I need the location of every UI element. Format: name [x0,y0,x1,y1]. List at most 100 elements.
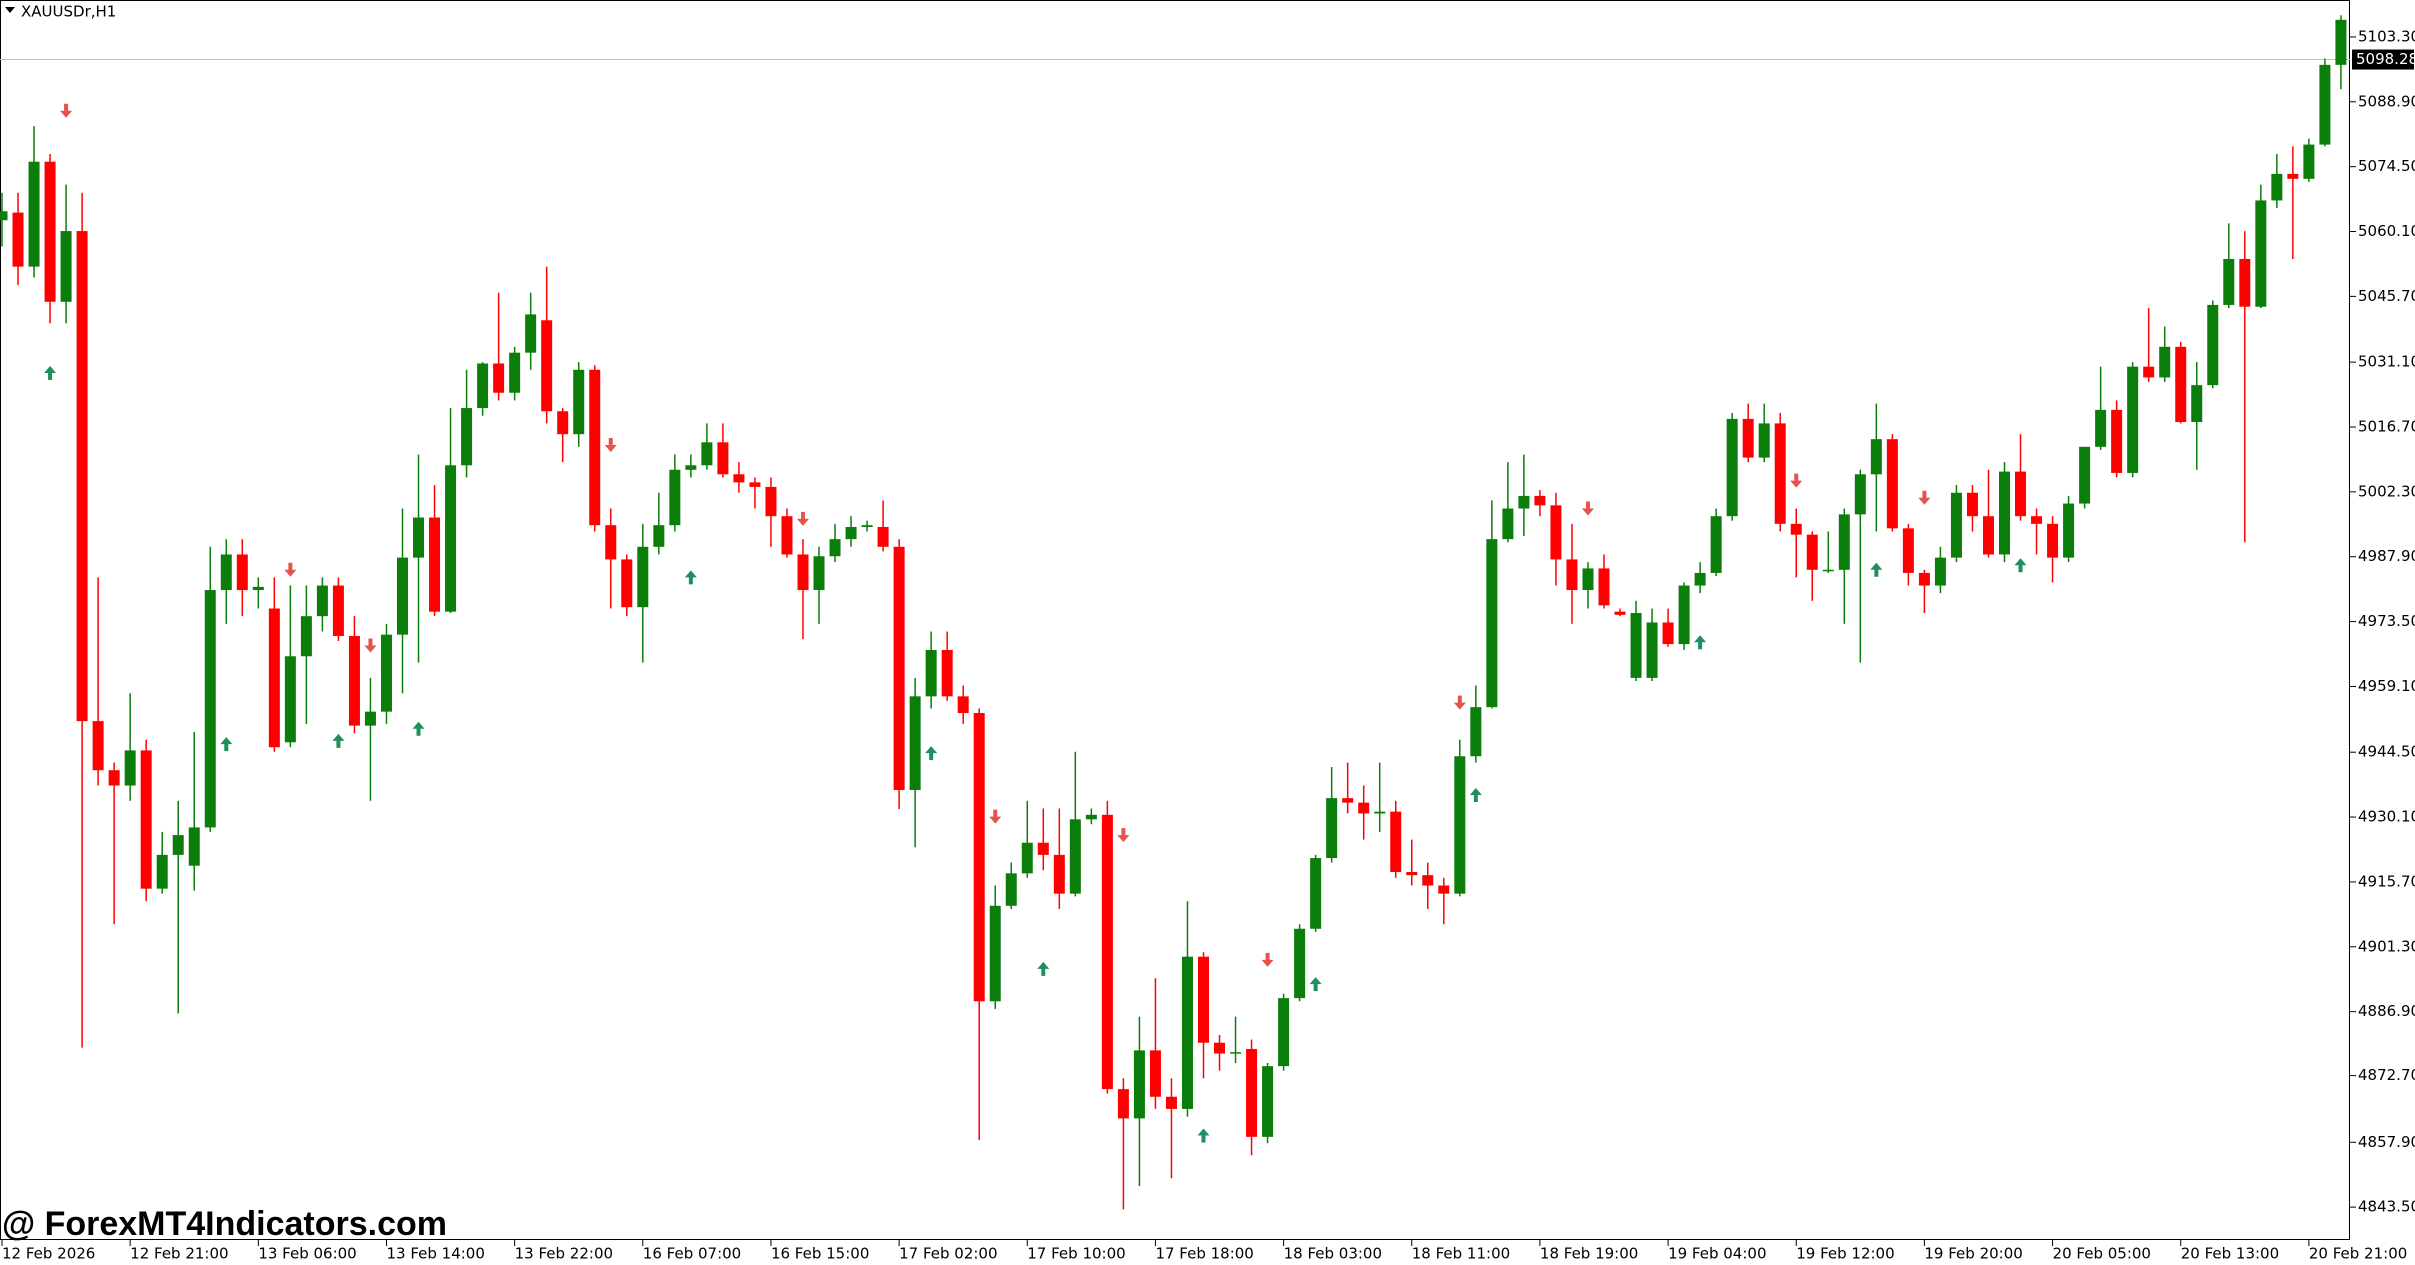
x-tick-label: 19 Feb 12:00 [1796,1245,1894,1263]
candle-body [573,369,585,435]
y-tick-label: 4930.10 [2358,808,2415,826]
y-tick-label: 4915.70 [2358,872,2415,890]
chart-title: XAUUSDr,H1 [21,3,116,21]
candle-body [557,411,569,435]
candle-body [1214,1042,1226,1054]
buy-arrow [925,746,938,761]
buy-arrow [1197,1128,1210,1143]
candle-body [220,554,232,591]
candle-body [0,211,8,221]
candle-body [973,713,985,1002]
x-tick-label: 20 Feb 13:00 [2181,1245,2279,1263]
buy-arrow [684,570,697,585]
candle-body [2047,523,2059,558]
candle-body [1454,756,1466,894]
candle-body [1230,1052,1242,1054]
candle-body [1582,568,1594,591]
y-tick-label: 5045.70 [2358,287,2415,305]
candle-body [717,442,729,475]
candle-body [1822,569,1834,572]
candle-body [1502,508,1514,540]
candle-body [348,635,360,726]
candle-body [1165,1096,1177,1109]
candle-body [1422,875,1434,886]
candle-body [797,554,809,591]
candle-body [2287,173,2299,179]
candle-body [2239,258,2251,307]
x-tick-label: 17 Feb 02:00 [899,1245,997,1263]
candle-body [2111,409,2123,473]
x-tick-label: 19 Feb 04:00 [1668,1245,1766,1263]
x-tick-label: 13 Feb 14:00 [386,1245,484,1263]
candle-body [268,608,280,748]
candle-body [701,442,713,466]
buy-arrow [1309,977,1322,992]
buy-arrow [44,365,57,380]
last-price-box [2352,49,2414,70]
candle-body [124,750,136,786]
candle-body [1438,885,1450,894]
candle-body [1470,707,1482,757]
x-tick-label: 18 Feb 19:00 [1540,1245,1638,1263]
candle-body [188,827,200,866]
candle-body [1406,872,1418,876]
candle-body [1630,613,1642,678]
candle-body [605,525,617,560]
candle-body [1550,505,1562,560]
sell-arrow [364,638,377,653]
candle-body [1021,842,1033,874]
candle-body [332,585,344,636]
x-tick-label: 13 Feb 06:00 [258,1245,356,1263]
candle-body [1742,418,1754,458]
candle-body [28,161,40,267]
candle-body [2079,446,2091,504]
sell-arrow [1453,695,1466,710]
candle-body [284,656,296,743]
candle-body [989,905,1001,1002]
y-tick-label: 4872.70 [2358,1066,2415,1084]
candle-body [1726,418,1738,517]
buy-arrow [2014,558,2027,573]
y-tick-label: 4987.90 [2358,547,2415,565]
candle-body [1774,423,1786,524]
candle-body [1133,1050,1145,1119]
candle-body [2319,64,2331,145]
candle-body [829,539,841,557]
candle-body [1518,495,1530,509]
candle-body [925,649,937,697]
candle-body [1918,572,1930,586]
buy-arrow [1694,635,1707,650]
sell-arrow [1261,952,1274,967]
y-tick-label: 5031.10 [2358,353,2415,371]
candle-body [397,557,408,635]
candle-body [2207,304,2219,386]
candle-body [1566,559,1578,591]
candle-body [204,590,216,828]
candle-body [12,212,24,267]
candle-body [1326,798,1338,859]
y-tick-label: 4886.90 [2358,1002,2415,1020]
candle-body [1310,858,1322,929]
candle-body [1294,928,1306,999]
candle-body [2255,200,2267,307]
buy-arrow [1037,961,1050,976]
candle-body [1662,622,1674,645]
candle-body [1246,1049,1258,1137]
candle-body [653,525,665,547]
buy-arrow [332,733,345,748]
candle-body [44,161,56,302]
candle-body [1646,622,1658,678]
candle-body [1854,474,1866,515]
x-tick-label: 20 Feb 21:00 [2309,1245,2407,1263]
candle-body [669,469,681,526]
candle-body [733,474,745,483]
candle-body [1982,516,1994,555]
candle-body [877,526,889,547]
y-tick-label: 5060.10 [2358,222,2415,240]
candle-body [1710,516,1722,573]
candle-body [1886,439,1898,529]
candle-body [1181,956,1193,1109]
